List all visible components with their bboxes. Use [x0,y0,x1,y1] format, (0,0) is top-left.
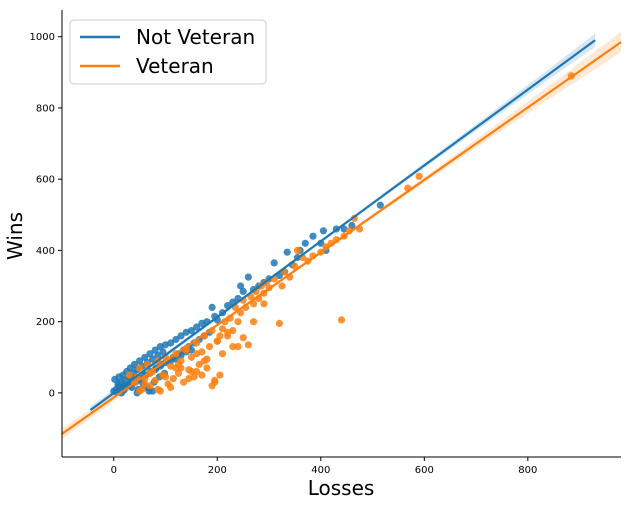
data-point-veteran [187,367,195,376]
data-point-not-veteran [376,201,384,209]
data-point-not-veteran [193,323,201,331]
data-point-not-veteran [208,303,216,311]
data-point-veteran [198,371,206,379]
data-point-not-veteran [270,259,278,267]
data-point-veteran [203,364,211,372]
x-tick-label: 600 [415,465,434,476]
data-point-veteran [136,387,144,395]
data-point-veteran [218,350,227,358]
data-point-not-veteran [309,232,317,240]
data-point-veteran [249,318,258,326]
data-point-not-veteran [154,351,162,360]
data-point-veteran [172,364,180,372]
x-tick-label: 800 [518,465,537,476]
data-point-veteran [125,371,133,379]
regression-lines [61,39,622,435]
data-point-veteran [278,282,286,290]
data-point-veteran [180,378,188,386]
data-point-veteran [293,246,302,254]
data-point-veteran [187,353,195,361]
data-point-not-veteran [239,287,247,295]
y-ticks: 0 200 400 600 800 1000 [30,32,62,399]
y-tick-label: 800 [36,103,55,114]
data-point-veteran [337,316,346,324]
data-point-not-veteran [172,335,180,344]
legend-label-veteran: Veteran [136,54,214,78]
data-point-veteran [216,332,224,340]
data-point-veteran [260,300,268,308]
data-point-veteran [193,350,201,358]
data-point-not-veteran [151,346,159,354]
data-point-veteran [154,385,162,393]
data-point-veteran [415,172,423,180]
data-point-not-veteran [146,350,154,358]
x-ticks: 0 200 400 600 800 [111,457,537,476]
data-point-veteran [239,334,247,342]
data-point-veteran [141,380,149,388]
data-point-veteran [208,382,216,390]
data-point-veteran [244,341,252,349]
data-point-not-veteran [177,332,185,340]
data-point-veteran [161,373,170,381]
y-tick-label: 1000 [30,32,55,43]
x-axis-label: Losses [308,476,375,500]
data-point-not-veteran [237,282,245,290]
data-point-veteran [234,318,242,326]
regression-line-veteran [61,41,622,435]
x-tick-label: 200 [208,465,227,476]
legend: Not Veteran Veteran [69,19,267,85]
data-point-veteran [169,375,177,383]
data-point-veteran [229,343,237,351]
y-tick-label: 200 [36,317,55,328]
data-point-veteran [167,383,175,392]
data-point-veteran [234,343,242,351]
regression-line-not-veteran [89,39,596,411]
legend-label-not-veteran: Not Veteran [136,25,255,49]
data-point-veteran [177,364,185,372]
data-point-not-veteran [244,273,252,281]
data-point-veteran [151,376,159,384]
data-point-not-veteran [283,248,291,256]
data-point-not-veteran [301,239,309,247]
data-point-veteran [195,360,203,368]
x-tick-label: 0 [111,465,117,476]
data-point-not-veteran [159,348,167,356]
data-point-not-veteran [136,357,144,365]
y-tick-label: 400 [36,246,55,257]
data-point-not-veteran [319,227,327,235]
data-point-veteran [185,375,193,383]
data-point-veteran [136,364,144,372]
x-tick-label: 400 [311,465,330,476]
data-point-veteran [200,357,208,365]
data-point-not-veteran [187,327,195,335]
data-point-veteran [205,343,214,351]
y-axis-label: Wins [3,212,27,260]
data-point-veteran [275,319,283,327]
data-point-veteran [218,325,227,333]
y-tick-label: 0 [49,388,55,399]
data-point-veteran [193,367,201,376]
data-point-not-veteran [167,339,175,347]
y-tick-label: 600 [36,175,55,186]
data-point-veteran [216,371,224,379]
data-point-veteran [224,328,232,336]
